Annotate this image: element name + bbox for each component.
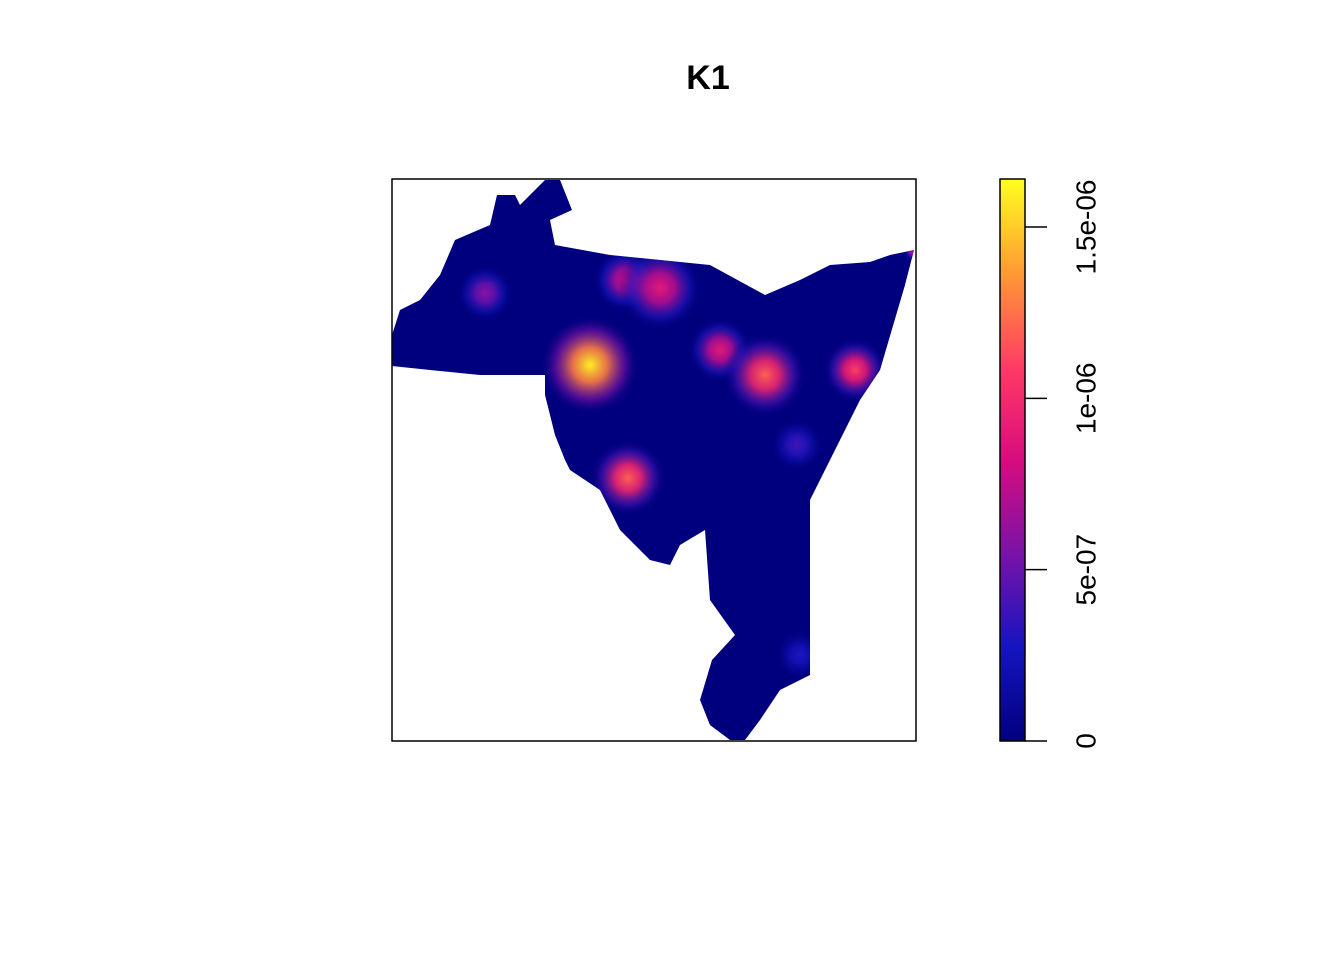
- chart-title: K1: [686, 59, 729, 97]
- density-field: [392, 180, 914, 740]
- hotspot: [590, 440, 666, 516]
- hotspot: [540, 315, 640, 415]
- hotspot: [823, 338, 887, 402]
- plot-frame: [391, 178, 917, 742]
- hotspot: [618, 246, 702, 330]
- tick-label: 0: [1070, 733, 1101, 749]
- hotspot: [771, 419, 823, 471]
- hotspot: [723, 333, 807, 417]
- tick-label: 1e-06: [1070, 363, 1101, 435]
- tick-label: 5e-07: [1070, 534, 1101, 606]
- hotspot: [904, 244, 914, 260]
- color-bar: [999, 178, 1026, 742]
- tick-label: 1.5e-06: [1070, 179, 1101, 274]
- hotspot: [776, 631, 824, 679]
- hotspot: [457, 265, 513, 321]
